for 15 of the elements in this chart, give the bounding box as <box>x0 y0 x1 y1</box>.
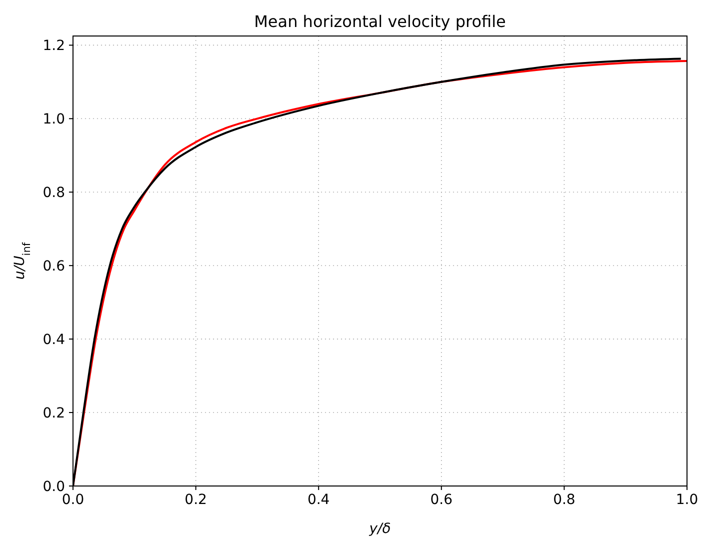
x-tick-label: 0.0 <box>62 492 84 508</box>
y-tick-label: 1.0 <box>42 112 65 128</box>
x-tick-label: 1.0 <box>676 492 698 508</box>
x-tick-label: 0.4 <box>307 492 330 508</box>
x-tick-label: 0.6 <box>430 492 453 508</box>
y-tick-label: 0.2 <box>42 405 65 422</box>
x-tick-label: 0.8 <box>553 492 576 508</box>
chart-title: Mean horizontal velocity profile <box>254 12 506 31</box>
y-tick-label: 1.2 <box>42 38 65 54</box>
x-axis-title: y/δ <box>368 521 391 537</box>
x-tick-label: 0.2 <box>184 492 207 508</box>
y-tick-label: 0.6 <box>42 258 66 274</box>
y-tick-label: 0.4 <box>42 332 66 348</box>
y-tick-label: 0.0 <box>42 478 65 495</box>
y-tick-label: 0.8 <box>42 185 65 202</box>
